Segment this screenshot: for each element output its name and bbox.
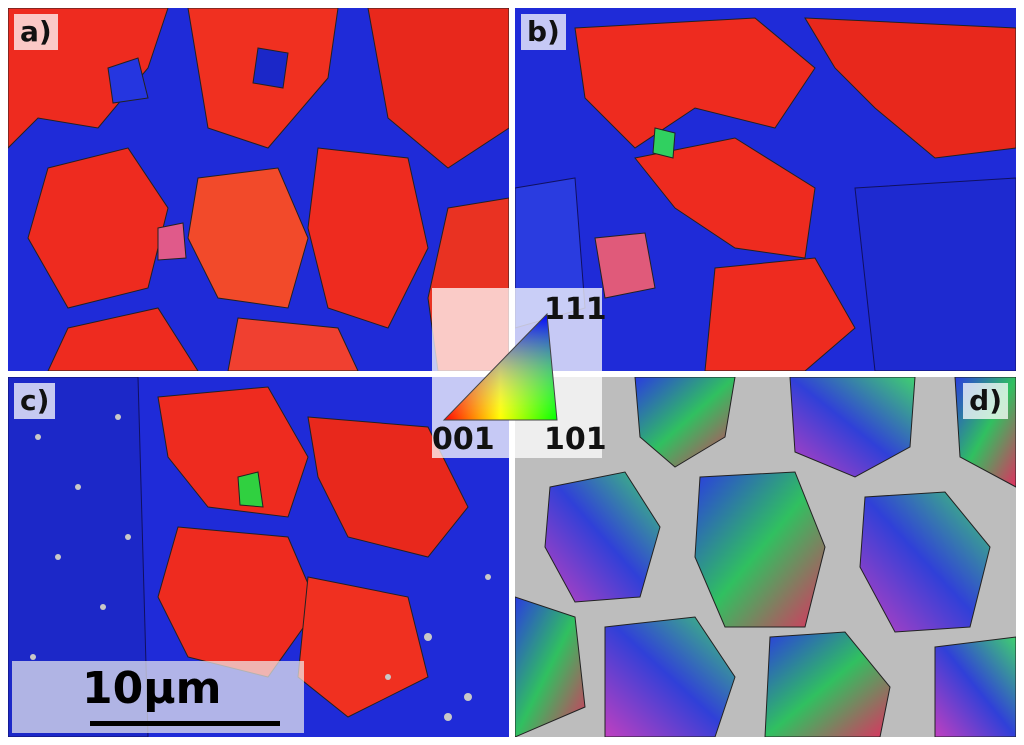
panel-a-ebsd-map: a) [8, 8, 509, 371]
key-label-001: 001 [432, 422, 495, 457]
panel-a-label: a) [14, 14, 58, 50]
scale-bar: 10μm [12, 661, 304, 733]
scale-bar-label: 10μm [82, 663, 222, 714]
panel-d-label: d) [963, 383, 1008, 419]
ipf-triangle [442, 312, 558, 421]
panel-a-grains [8, 8, 509, 371]
ipf-color-key: 111 001 101 [432, 288, 607, 458]
scale-bar-line [90, 721, 280, 726]
key-label-111: 111 [544, 292, 607, 327]
panel-b-label: b) [521, 14, 566, 50]
panel-c-label: c) [14, 383, 56, 419]
key-label-101: 101 [544, 422, 607, 457]
